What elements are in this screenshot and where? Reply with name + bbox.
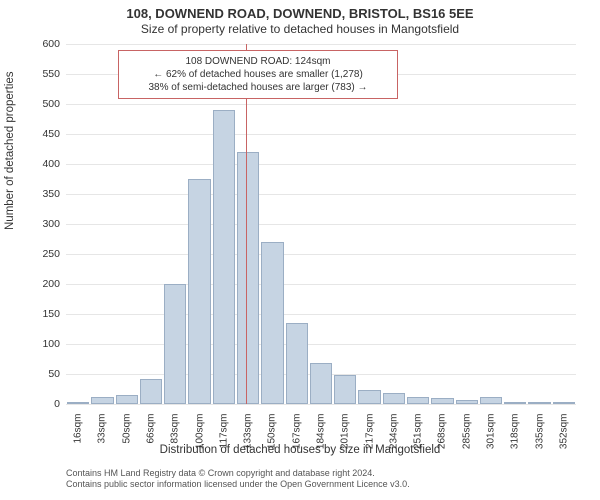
chart-container: 108, DOWNEND ROAD, DOWNEND, BRISTOL, BS1…: [0, 0, 600, 500]
y-tick-label: 250: [30, 248, 60, 260]
y-tick-label: 500: [30, 98, 60, 110]
histogram-bar: [553, 402, 575, 404]
grid-line: [66, 104, 576, 105]
histogram-bar: [407, 397, 429, 404]
grid-line: [66, 134, 576, 135]
y-tick-label: 300: [30, 218, 60, 230]
histogram-bar: [237, 152, 259, 404]
chart-subtitle: Size of property relative to detached ho…: [0, 21, 600, 40]
grid-line: [66, 194, 576, 195]
annotation-line: ← 62% of detached houses are smaller (1,…: [127, 68, 389, 81]
attribution-line1: Contains HM Land Registry data © Crown c…: [66, 468, 410, 479]
y-tick-label: 50: [30, 368, 60, 380]
y-tick-label: 200: [30, 278, 60, 290]
attribution-text: Contains HM Land Registry data © Crown c…: [66, 468, 410, 491]
annotation-box: 108 DOWNEND ROAD: 124sqm← 62% of detache…: [118, 50, 398, 99]
grid-line: [66, 284, 576, 285]
histogram-bar: [456, 400, 478, 404]
histogram-bar: [310, 363, 332, 404]
histogram-bar: [67, 402, 89, 404]
grid-line: [66, 314, 576, 315]
histogram-bar: [431, 398, 453, 404]
histogram-bar: [116, 395, 138, 404]
chart-title: 108, DOWNEND ROAD, DOWNEND, BRISTOL, BS1…: [0, 0, 600, 21]
histogram-bar: [91, 397, 113, 404]
y-axis-label: Number of detached properties: [4, 71, 16, 230]
attribution-line2: Contains public sector information licen…: [66, 479, 410, 490]
grid-line: [66, 404, 576, 405]
y-tick-label: 550: [30, 68, 60, 80]
histogram-bar: [480, 397, 502, 404]
histogram-bar: [383, 393, 405, 404]
histogram-bar: [164, 284, 186, 404]
histogram-bar: [528, 402, 550, 404]
grid-line: [66, 254, 576, 255]
grid-line: [66, 344, 576, 345]
grid-line: [66, 224, 576, 225]
y-tick-label: 400: [30, 158, 60, 170]
y-tick-label: 350: [30, 188, 60, 200]
histogram-bar: [504, 402, 526, 404]
histogram-bar: [140, 379, 162, 404]
histogram-bar: [188, 179, 210, 404]
y-tick-label: 0: [30, 398, 60, 410]
annotation-line: 38% of semi-detached houses are larger (…: [127, 81, 389, 94]
histogram-bar: [334, 375, 356, 404]
x-axis-label: Distribution of detached houses by size …: [0, 444, 600, 456]
y-tick-label: 150: [30, 308, 60, 320]
histogram-bar: [261, 242, 283, 404]
annotation-line: 108 DOWNEND ROAD: 124sqm: [127, 55, 389, 68]
histogram-bar: [358, 390, 380, 404]
y-tick-label: 450: [30, 128, 60, 140]
y-tick-label: 600: [30, 38, 60, 50]
grid-line: [66, 44, 576, 45]
histogram-bar: [213, 110, 235, 404]
histogram-bar: [286, 323, 308, 404]
grid-line: [66, 164, 576, 165]
y-tick-label: 100: [30, 338, 60, 350]
